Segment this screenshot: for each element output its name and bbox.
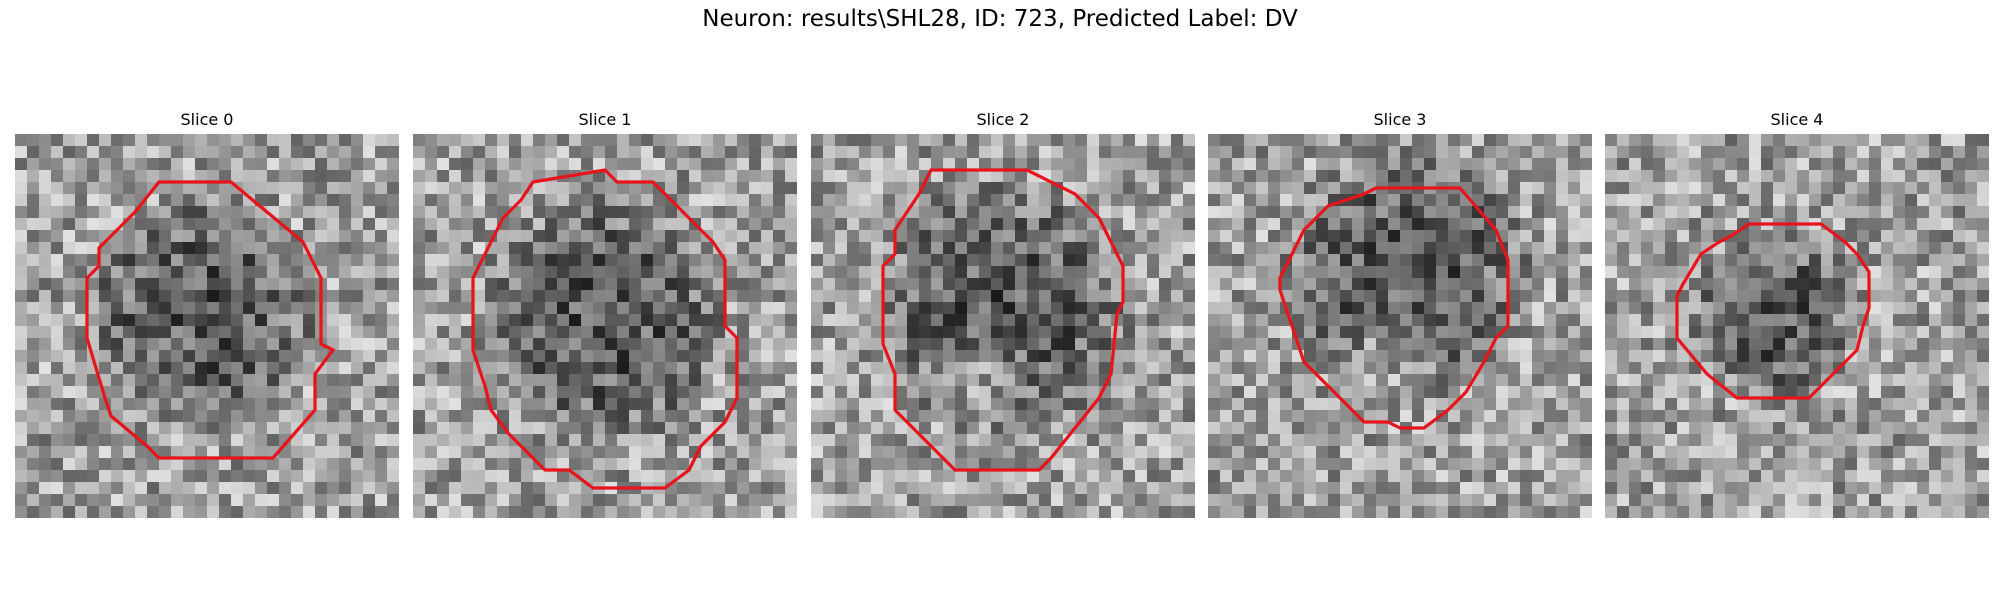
pixel-grid bbox=[413, 134, 797, 518]
slice-image bbox=[15, 134, 399, 518]
slice-image bbox=[413, 134, 797, 518]
slice-title: Slice 0 bbox=[180, 110, 234, 129]
roi-contour bbox=[1675, 222, 1871, 400]
slice-title: Slice 1 bbox=[578, 110, 632, 129]
roi-contour bbox=[471, 168, 739, 490]
pixel-grid bbox=[1605, 134, 1989, 518]
slice-panel-4: Slice 4 bbox=[1605, 0, 1989, 600]
slice-panel-1: Slice 1 bbox=[413, 0, 797, 600]
pixel-grid bbox=[1208, 134, 1592, 518]
slice-title: Slice 4 bbox=[1770, 110, 1824, 129]
roi-contour bbox=[85, 180, 336, 460]
slice-title: Slice 3 bbox=[1373, 110, 1427, 129]
slice-title: Slice 2 bbox=[976, 110, 1030, 129]
roi-contour bbox=[1278, 186, 1510, 430]
pixel-grid bbox=[811, 134, 1195, 518]
slice-panel-0: Slice 0 bbox=[15, 0, 399, 600]
slice-image bbox=[1208, 134, 1592, 518]
roi-contour bbox=[881, 168, 1125, 472]
slice-panel-2: Slice 2 bbox=[811, 0, 1195, 600]
slice-image bbox=[811, 134, 1195, 518]
slice-image bbox=[1605, 134, 1989, 518]
slice-panel-3: Slice 3 bbox=[1208, 0, 1592, 600]
figure-title: Neuron: results\SHL28, ID: 723, Predicte… bbox=[702, 6, 1298, 32]
pixel-grid bbox=[15, 134, 399, 518]
